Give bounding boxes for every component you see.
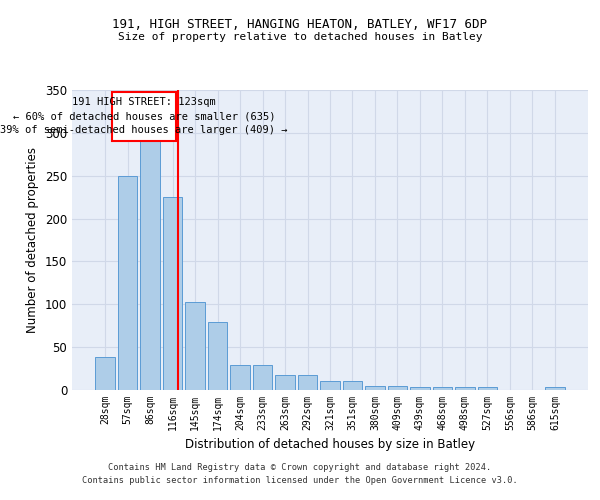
Bar: [455, 388, 475, 390]
Bar: [545, 388, 565, 390]
Bar: [253, 365, 272, 390]
Bar: [388, 386, 407, 390]
Bar: [118, 176, 137, 390]
Bar: [275, 374, 295, 390]
Text: 191 HIGH STREET: 123sqm: 191 HIGH STREET: 123sqm: [72, 98, 216, 108]
Text: 39% of semi-detached houses are larger (409) →: 39% of semi-detached houses are larger (…: [0, 125, 288, 135]
X-axis label: Distribution of detached houses by size in Batley: Distribution of detached houses by size …: [185, 438, 475, 452]
Text: ← 60% of detached houses are smaller (635): ← 60% of detached houses are smaller (63…: [13, 111, 275, 121]
Bar: [298, 374, 317, 390]
Text: Contains HM Land Registry data © Crown copyright and database right 2024.: Contains HM Land Registry data © Crown c…: [109, 464, 491, 472]
Y-axis label: Number of detached properties: Number of detached properties: [26, 147, 40, 333]
Bar: [163, 197, 182, 390]
Bar: [95, 358, 115, 390]
Bar: [365, 386, 385, 390]
Bar: [433, 388, 452, 390]
FancyBboxPatch shape: [112, 92, 176, 140]
Bar: [208, 322, 227, 390]
Bar: [140, 140, 160, 390]
Bar: [320, 382, 340, 390]
Text: Contains public sector information licensed under the Open Government Licence v3: Contains public sector information licen…: [82, 476, 518, 485]
Bar: [410, 386, 430, 390]
Bar: [478, 388, 497, 390]
Bar: [185, 302, 205, 390]
Text: Size of property relative to detached houses in Batley: Size of property relative to detached ho…: [118, 32, 482, 42]
Text: 191, HIGH STREET, HANGING HEATON, BATLEY, WF17 6DP: 191, HIGH STREET, HANGING HEATON, BATLEY…: [113, 18, 487, 30]
Bar: [343, 382, 362, 390]
Bar: [230, 365, 250, 390]
